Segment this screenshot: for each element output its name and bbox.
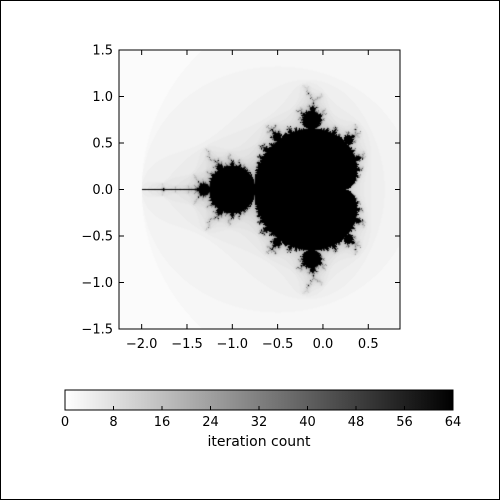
colorbar-tick-label: 64 bbox=[445, 415, 462, 430]
x-tick-label: 0.0 bbox=[313, 337, 334, 352]
x-tick-label: 0.5 bbox=[358, 337, 379, 352]
y-tick-label: 1.0 bbox=[92, 90, 113, 105]
colorbar-tick-label: 56 bbox=[396, 415, 413, 430]
x-axis: −2.0 −1.5 −1.0 −0.5 0.0 0.5 bbox=[126, 50, 379, 352]
y-tick-label: 1.5 bbox=[92, 44, 113, 59]
y-tick-label: −1.0 bbox=[81, 276, 113, 291]
colorbar-tick-label: 32 bbox=[251, 415, 268, 430]
colorbar-axis: 0 8 16 24 32 40 48 56 64 bbox=[61, 406, 461, 430]
colorbar-tick-label: 24 bbox=[202, 415, 219, 430]
y-axis: 1.5 1.0 0.5 0.0 −0.5 −1.0 −1.5 bbox=[81, 44, 400, 338]
y-tick-label: −0.5 bbox=[81, 230, 113, 245]
x-tick-label: −2.0 bbox=[126, 337, 158, 352]
colorbar-tick-label: 8 bbox=[109, 415, 117, 430]
colorbar-tick-label: 16 bbox=[154, 415, 171, 430]
y-tick-label: −1.5 bbox=[81, 323, 113, 338]
colorbar-tick-label: 48 bbox=[348, 415, 365, 430]
x-tick-label: −1.5 bbox=[171, 337, 203, 352]
colorbar-label: iteration count bbox=[207, 434, 311, 450]
colorbar-tick-label: 0 bbox=[61, 415, 69, 430]
y-tick-label: 0.0 bbox=[92, 183, 113, 198]
x-tick-label: −1.0 bbox=[217, 337, 249, 352]
x-tick-label: −0.5 bbox=[262, 337, 294, 352]
colorbar-tick-label: 40 bbox=[299, 415, 316, 430]
y-tick-label: 0.5 bbox=[92, 137, 113, 152]
mandelbrot-heatmap bbox=[119, 50, 400, 329]
